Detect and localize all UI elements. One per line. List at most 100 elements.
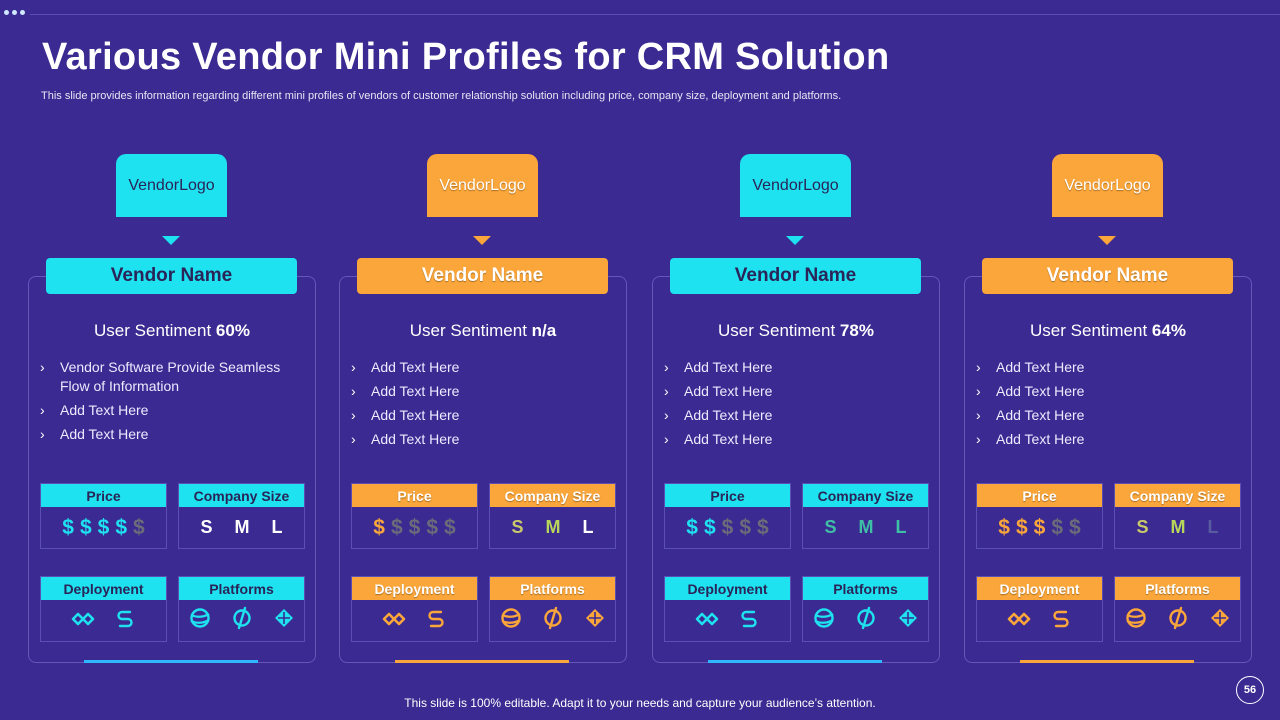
sentiment-value: 60% — [215, 321, 250, 340]
list-item: Add Text Here — [40, 401, 290, 420]
windows-icon — [1208, 606, 1232, 636]
platforms-panel: Platforms — [1114, 576, 1241, 642]
deployment-panel: Deployment — [976, 576, 1103, 642]
globe-icon — [1124, 606, 1148, 636]
list-item: Add Text Here — [664, 358, 914, 377]
windows-icon — [583, 606, 607, 636]
company-size-panel: Company Size S M L — [489, 483, 616, 549]
list-item: Add Text Here — [976, 406, 1226, 425]
platforms-panel-header: Platforms — [179, 577, 304, 600]
company-size-panel: Company Size S M L — [178, 483, 305, 549]
sync-icon — [424, 606, 448, 636]
company-size-panel-header: Company Size — [803, 484, 928, 507]
vendor-name[interactable]: Vendor Name — [982, 258, 1233, 294]
vendor-name[interactable]: Vendor Name — [357, 258, 608, 294]
deployment-panel: Deployment — [351, 576, 478, 642]
vendor-logo-text: Vendor — [128, 177, 180, 194]
list-item: Add Text Here — [351, 382, 601, 401]
slide-footer: This slide is 100% editable. Adapt it to… — [404, 696, 876, 710]
vendor-logo[interactable]: Vendor Logo — [1052, 154, 1163, 217]
globe-icon — [188, 606, 212, 636]
vendor-logo[interactable]: Vendor Logo — [740, 154, 851, 217]
feature-list: Add Text Here Add Text Here Add Text Here A… — [351, 358, 601, 454]
size-l: L — [582, 517, 594, 537]
size-l: L — [895, 517, 907, 537]
dollar-icon: $ — [1051, 515, 1064, 539]
cloud-deploy-icon — [382, 606, 406, 636]
slide-title: Various Vendor Mini Profiles for CRM Sol… — [42, 36, 890, 78]
deployment-panel-body — [352, 600, 477, 641]
mobile-icon — [541, 606, 565, 636]
vendor-logo[interactable]: Vendor Logo — [427, 154, 538, 217]
price-panel-header: Price — [665, 484, 790, 507]
dollar-icon: $ — [97, 515, 110, 539]
vendor-logo-text: Logo — [179, 177, 215, 194]
list-item: Add Text Here — [976, 430, 1226, 449]
platforms-panel-header: Platforms — [1115, 577, 1240, 600]
deployment-panel-header: Deployment — [665, 577, 790, 600]
sentiment-label: User Sentiment — [718, 321, 840, 340]
platforms-panel-body — [803, 600, 928, 641]
size-m: M — [858, 517, 874, 537]
sentiment-label: User Sentiment — [1030, 321, 1152, 340]
size-s: S — [1136, 517, 1149, 537]
dollar-icon: $ — [426, 515, 439, 539]
sync-icon — [737, 606, 761, 636]
company-size-panel: Company Size S M L — [1114, 483, 1241, 549]
sentiment-value: 64% — [1151, 321, 1186, 340]
company-size-panel-header: Company Size — [490, 484, 615, 507]
cloud-deploy-icon — [1007, 606, 1031, 636]
globe-icon — [499, 606, 523, 636]
price-panel: Price $ $ $ $ $ — [40, 483, 167, 549]
list-item: Add Text Here — [351, 406, 601, 425]
deployment-panel-body — [665, 600, 790, 641]
deployment-panel-header: Deployment — [41, 577, 166, 600]
price-panel-body: $ $ $ $ $ — [41, 507, 166, 548]
dollar-icon: $ — [757, 515, 769, 539]
list-item: Add Text Here — [976, 382, 1226, 401]
size-m: M — [545, 517, 561, 537]
platforms-panel-header: Platforms — [803, 577, 928, 600]
mobile-icon — [230, 606, 254, 636]
card-accent-line — [84, 660, 258, 663]
price-panel-body: $ $ $ $ $ — [352, 507, 477, 548]
vendor-logo-text: Vendor — [1064, 177, 1116, 194]
vendor-logo-text: Logo — [1115, 177, 1151, 194]
platforms-panel: Platforms — [178, 576, 305, 642]
platforms-panel-header: Platforms — [490, 577, 615, 600]
mobile-icon — [1166, 606, 1190, 636]
vendor-logo-text: Logo — [803, 177, 839, 194]
vendor-logo[interactable]: Vendor Logo — [116, 154, 227, 217]
globe-icon — [812, 606, 836, 636]
size-s: S — [511, 517, 524, 537]
dollar-icon: $ — [1069, 515, 1081, 539]
price-panel-body: $ $ $ $ $ — [977, 507, 1102, 548]
platforms-panel-body — [1115, 600, 1240, 641]
card-accent-line — [708, 660, 882, 663]
size-s: S — [200, 517, 213, 537]
list-item: Add Text Here — [351, 430, 601, 449]
list-item: Add Text Here — [976, 358, 1226, 377]
price-panel-body: $ $ $ $ $ — [665, 507, 790, 548]
dollar-icon: $ — [115, 515, 128, 539]
dollar-icon: $ — [133, 515, 145, 539]
vendor-name[interactable]: Vendor Name — [46, 258, 297, 294]
feature-list: Vendor Software Provide Seamless Flow of… — [40, 358, 290, 449]
dollar-icon: $ — [998, 515, 1010, 539]
user-sentiment: User Sentiment 60% — [28, 321, 316, 341]
size-s: S — [824, 517, 837, 537]
vendor-name[interactable]: Vendor Name — [670, 258, 921, 294]
dollar-icon: $ — [444, 515, 456, 539]
windows-icon — [896, 606, 920, 636]
sync-icon — [1049, 606, 1073, 636]
list-item: Vendor Software Provide Seamless Flow of… — [40, 358, 290, 396]
dollar-icon: $ — [703, 515, 716, 539]
list-item: Add Text Here — [664, 382, 914, 401]
price-panel: Price $ $ $ $ $ — [664, 483, 791, 549]
dollar-icon: $ — [686, 515, 698, 539]
